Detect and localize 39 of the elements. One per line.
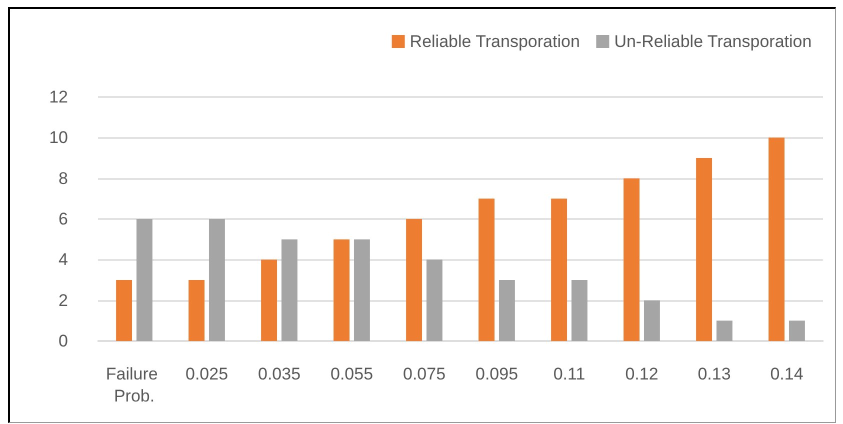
bar — [116, 280, 132, 341]
y-tick-label: 4 — [58, 250, 68, 270]
bar — [426, 260, 442, 341]
x-tick-label: 0.13 — [698, 364, 731, 384]
bar — [354, 239, 370, 341]
x-tick-label: Failure Prob. — [106, 364, 163, 406]
bar — [188, 280, 205, 341]
bar — [208, 219, 225, 341]
bar — [644, 300, 660, 341]
bar — [571, 280, 588, 341]
bar — [478, 198, 495, 341]
y-tick-label: 6 — [58, 210, 68, 228]
bar — [498, 280, 515, 341]
x-tick-label: 0.095 — [475, 364, 518, 384]
bar — [716, 320, 732, 341]
y-tick-label: 0 — [58, 332, 68, 350]
bar — [334, 239, 350, 341]
bar — [768, 138, 785, 341]
bar — [624, 178, 640, 341]
y-tick-label: 12 — [49, 88, 68, 106]
x-tick-label: 0.025 — [185, 364, 228, 384]
x-tick-label: 0.075 — [402, 364, 446, 384]
x-tick-label: 0.14 — [770, 364, 804, 384]
bar — [136, 219, 152, 341]
legend-label: Un-Reliable Transporation — [614, 32, 812, 51]
bar — [261, 260, 278, 341]
bar — [696, 158, 712, 341]
x-tick-label: 0.11 — [553, 364, 586, 384]
bar — [406, 219, 422, 341]
y-tick-label: 8 — [58, 168, 68, 188]
bar — [281, 239, 298, 341]
x-tick-label: 0.055 — [330, 364, 374, 384]
x-tick-label: 0.035 — [258, 364, 301, 384]
legend-label: Reliable Transporation — [410, 32, 580, 51]
x-tick-label: 0.12 — [625, 364, 658, 384]
y-tick-label: 10 — [49, 128, 68, 148]
bar — [551, 198, 568, 341]
bar — [788, 320, 805, 341]
y-tick-label: 2 — [58, 290, 68, 310]
